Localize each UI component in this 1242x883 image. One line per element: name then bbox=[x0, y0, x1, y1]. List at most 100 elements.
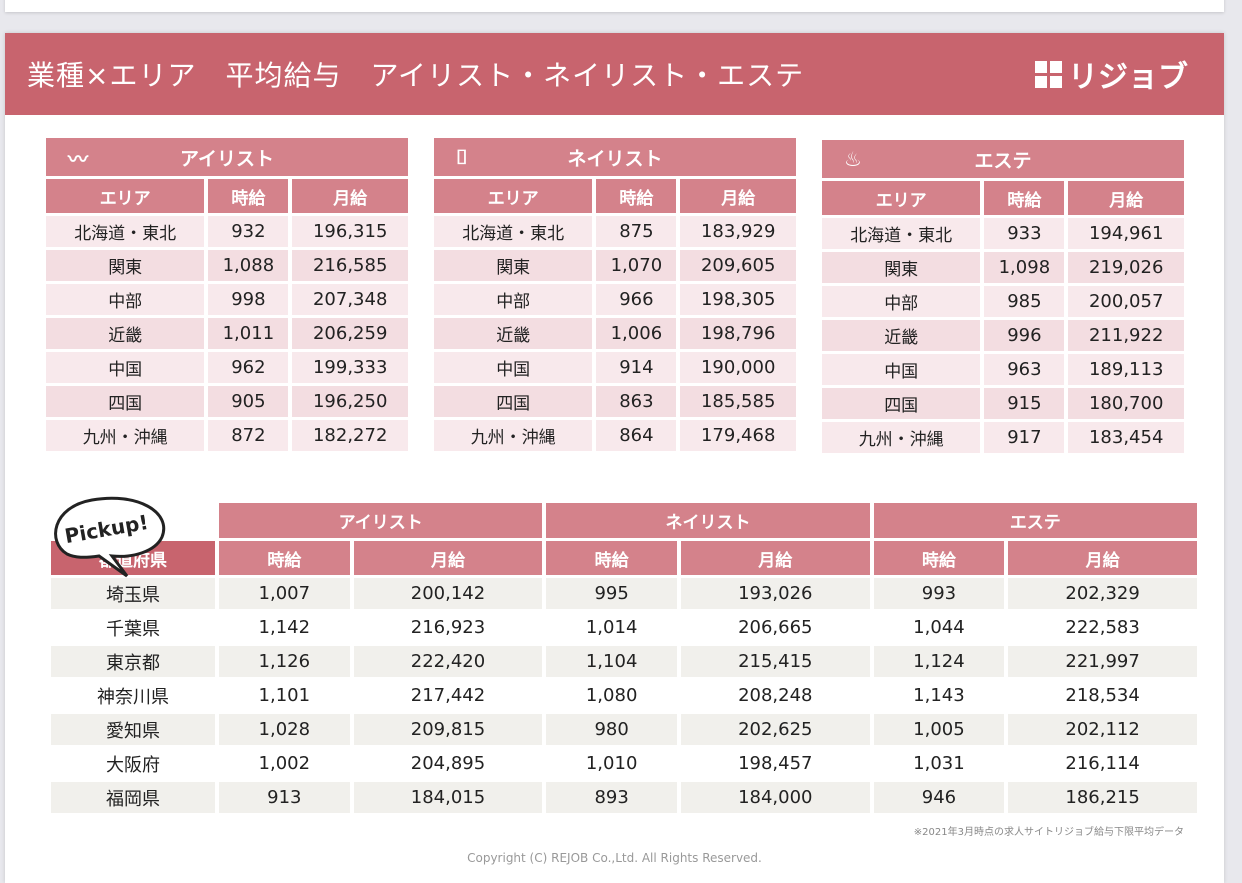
area-table-title: ♨ エステ bbox=[822, 140, 1184, 178]
copyright: Copyright (C) REJOB Co.,Ltd. All Rights … bbox=[467, 851, 762, 865]
table-cell: 1,007 bbox=[219, 578, 350, 609]
table-cell: 962 bbox=[208, 352, 289, 383]
table-cell: 1,031 bbox=[873, 748, 1005, 779]
table-row: 中国 962 199,333 bbox=[46, 352, 408, 383]
table-row: 四国 915 180,700 bbox=[822, 388, 1184, 419]
area-table-0: 〰アイリスト エリア 時給 月給 北海道・東北 932 196,315 関東 1,088 216,… bbox=[46, 138, 408, 454]
table-row: 愛知県 1,028 209,815 980 202,625 1,005 202,112 bbox=[51, 714, 1197, 745]
table-cell: 180,700 bbox=[1068, 388, 1184, 419]
pickup-table: Pickup! アイリスト ネイリスト エステ 都道府県 時給 月給 時給 月給 時給 月給 埼玉県… bbox=[47, 496, 1197, 816]
table-cell: 1,011 bbox=[208, 318, 289, 349]
table-cell: 198,457 bbox=[680, 748, 870, 779]
table-row: 北海道・東北 932 196,315 bbox=[46, 216, 408, 247]
table-row: 近畿 1,011 206,259 bbox=[46, 318, 408, 349]
table-cell: 関東 bbox=[822, 252, 981, 283]
table-row: 大阪府 1,002 204,895 1,010 198,457 1,031 216,114 bbox=[51, 748, 1197, 779]
table-cell: 愛知県 bbox=[51, 714, 215, 745]
area-table-title: 〰アイリスト bbox=[46, 138, 408, 176]
table-cell: 1,005 bbox=[873, 714, 1005, 745]
table-cell: 1,101 bbox=[219, 680, 350, 711]
column-header: 時給 bbox=[984, 181, 1065, 215]
table-cell: 206,259 bbox=[292, 318, 408, 349]
table-row: 福岡県 913 184,015 893 184,000 946 186,215 bbox=[51, 782, 1197, 813]
table-cell: 中部 bbox=[46, 284, 205, 315]
table-row: 東京都 1,126 222,420 1,104 215,415 1,124 221,997 bbox=[51, 646, 1197, 677]
table-cell: 222,420 bbox=[353, 646, 543, 677]
table-cell: 985 bbox=[984, 286, 1065, 317]
table-cell: 東京都 bbox=[51, 646, 215, 677]
table-row: 北海道・東北 875 183,929 bbox=[434, 216, 796, 247]
eyelash-icon: 〰 bbox=[68, 146, 88, 171]
group-header: エステ bbox=[873, 503, 1197, 538]
table-row: 九州・沖縄 917 183,454 bbox=[822, 422, 1184, 453]
table-row: 中部 998 207,348 bbox=[46, 284, 408, 315]
table-row: 近畿 1,006 198,796 bbox=[434, 318, 796, 349]
table-cell: 中国 bbox=[434, 352, 593, 383]
table-cell: 1,002 bbox=[219, 748, 350, 779]
table-row: 神奈川県 1,101 217,442 1,080 208,248 1,143 218,534 bbox=[51, 680, 1197, 711]
table-row: 四国 905 196,250 bbox=[46, 386, 408, 417]
table-cell: 179,468 bbox=[680, 420, 796, 451]
table-cell: 北海道・東北 bbox=[434, 216, 593, 247]
table-cell: 863 bbox=[596, 386, 677, 417]
table-cell: 1,010 bbox=[546, 748, 677, 779]
area-table-1: ⌷ ネイリスト エリア 時給 月給 北海道・東北 875 183,929 関東 1,070 209,… bbox=[434, 138, 796, 454]
table-row: 四国 863 185,585 bbox=[434, 386, 796, 417]
table-cell: 202,329 bbox=[1008, 578, 1197, 609]
table-cell: 大阪府 bbox=[51, 748, 215, 779]
table-cell: 215,415 bbox=[680, 646, 870, 677]
table-cell: 993 bbox=[873, 578, 1005, 609]
table-row: 埼玉県 1,007 200,142 995 193,026 993 202,329 bbox=[51, 578, 1197, 609]
table-row: 関東 1,088 216,585 bbox=[46, 250, 408, 281]
table-cell: 九州・沖縄 bbox=[46, 420, 205, 451]
table-cell: 198,796 bbox=[680, 318, 796, 349]
table-cell: 995 bbox=[546, 578, 677, 609]
column-header: エリア bbox=[434, 179, 593, 213]
table-cell: 211,922 bbox=[1068, 320, 1184, 351]
table-cell: 四国 bbox=[434, 386, 593, 417]
nail-icon: ⌷ bbox=[456, 145, 468, 169]
table-cell: 184,000 bbox=[680, 782, 870, 813]
salary-card: 業種×エリア 平均給与 アイリスト・ネイリスト・エステ リジョブ 〰アイリストエ… bbox=[5, 33, 1224, 883]
table-cell: 中国 bbox=[46, 352, 205, 383]
table-cell: 219,026 bbox=[1068, 252, 1184, 283]
table-cell: 1,014 bbox=[546, 612, 677, 643]
table-cell: 千葉県 bbox=[51, 612, 215, 643]
table-cell: 埼玉県 bbox=[51, 578, 215, 609]
table-cell: 1,044 bbox=[873, 612, 1005, 643]
table-row: 中国 914 190,000 bbox=[434, 352, 796, 383]
table-cell: 217,442 bbox=[353, 680, 543, 711]
table-cell: 1,088 bbox=[208, 250, 289, 281]
table-cell: 中部 bbox=[822, 286, 981, 317]
page-title: 業種×エリア 平均給与 アイリスト・ネイリスト・エステ bbox=[27, 59, 805, 92]
table-cell: 204,895 bbox=[353, 748, 543, 779]
column-header: 月給 bbox=[1008, 541, 1197, 575]
table-cell: 近畿 bbox=[434, 318, 593, 349]
table-cell: 875 bbox=[596, 216, 677, 247]
table-row: 千葉県 1,142 216,923 1,014 206,665 1,044 222,583 bbox=[51, 612, 1197, 643]
column-header: 時給 bbox=[546, 541, 677, 575]
table-cell: 1,143 bbox=[873, 680, 1005, 711]
table-row: 九州・沖縄 864 179,468 bbox=[434, 420, 796, 451]
column-header: 月給 bbox=[353, 541, 543, 575]
table-cell: 202,112 bbox=[1008, 714, 1197, 745]
table-cell: 185,585 bbox=[680, 386, 796, 417]
previous-page-card bbox=[5, 0, 1224, 12]
table-cell: 1,142 bbox=[219, 612, 350, 643]
table-cell: 1,080 bbox=[546, 680, 677, 711]
table-cell: 183,929 bbox=[680, 216, 796, 247]
table-cell: 200,057 bbox=[1068, 286, 1184, 317]
table-cell: 966 bbox=[596, 284, 677, 315]
table-cell: 221,997 bbox=[1008, 646, 1197, 677]
table-cell: 189,113 bbox=[1068, 354, 1184, 385]
table-cell: 近畿 bbox=[822, 320, 981, 351]
table-cell: 222,583 bbox=[1008, 612, 1197, 643]
table-cell: 196,315 bbox=[292, 216, 408, 247]
table-row: 中部 966 198,305 bbox=[434, 284, 796, 315]
table-row: 関東 1,098 219,026 bbox=[822, 252, 1184, 283]
table-cell: 917 bbox=[984, 422, 1065, 453]
table-cell: 998 bbox=[208, 284, 289, 315]
table-cell: 関東 bbox=[434, 250, 593, 281]
table-cell: 1,124 bbox=[873, 646, 1005, 677]
table-cell: 北海道・東北 bbox=[822, 218, 981, 249]
